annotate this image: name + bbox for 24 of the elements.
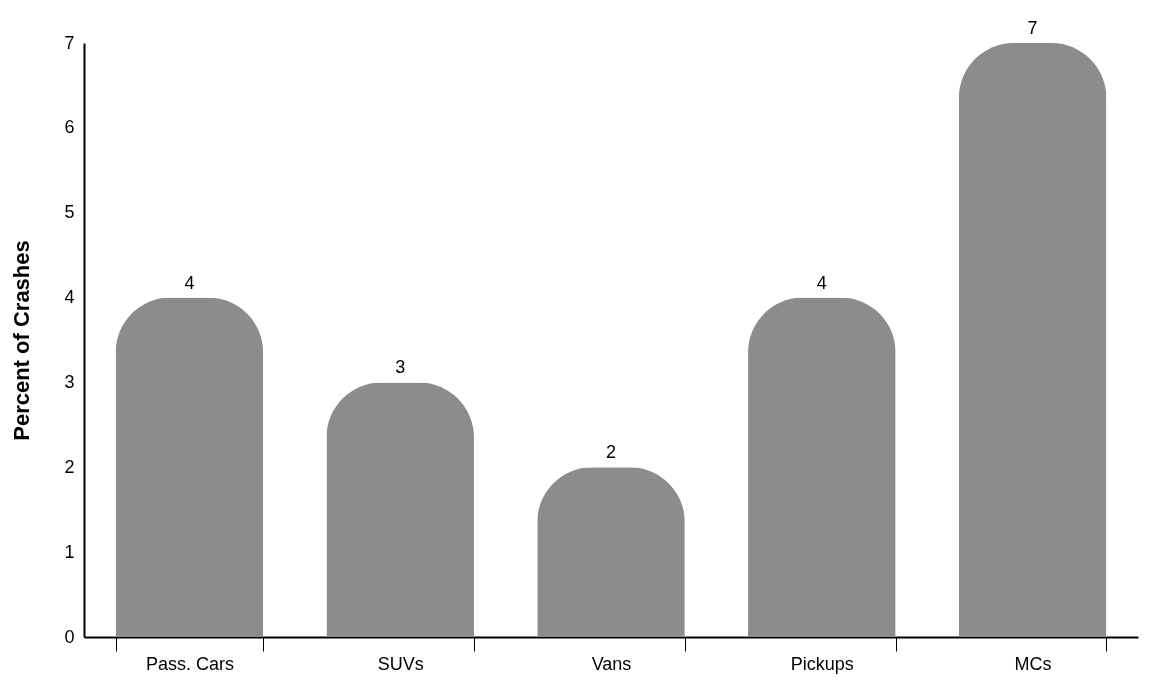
- data-label: 4: [816, 272, 827, 293]
- y-tick-label: 7: [64, 32, 75, 53]
- y-tick-label: 4: [64, 287, 75, 308]
- y-tick-label: 3: [64, 371, 75, 392]
- bar: [958, 43, 1107, 637]
- x-tick-label: Pass. Cars: [145, 653, 234, 674]
- y-tick-label: 2: [64, 456, 75, 477]
- x-tick-label: Pickups: [790, 653, 854, 674]
- bar: [748, 297, 896, 637]
- bar: [115, 297, 264, 637]
- x-tick-label: MCs: [1014, 653, 1052, 674]
- y-tick-label: 5: [64, 202, 75, 223]
- x-tick-label: Vans: [591, 653, 632, 674]
- y-tick-label: 6: [64, 117, 75, 138]
- y-tick-label: 1: [64, 541, 75, 562]
- x-tick-label: SUVs: [377, 653, 424, 674]
- bar: [537, 467, 685, 637]
- data-label: 2: [605, 442, 617, 463]
- bar: [326, 382, 474, 637]
- data-label: 7: [1027, 18, 1038, 38]
- data-label: 3: [395, 357, 406, 378]
- data-label: 4: [184, 272, 195, 293]
- y-tick-label: 0: [64, 626, 75, 647]
- y-axis-title: Percent of Crashes: [9, 240, 35, 441]
